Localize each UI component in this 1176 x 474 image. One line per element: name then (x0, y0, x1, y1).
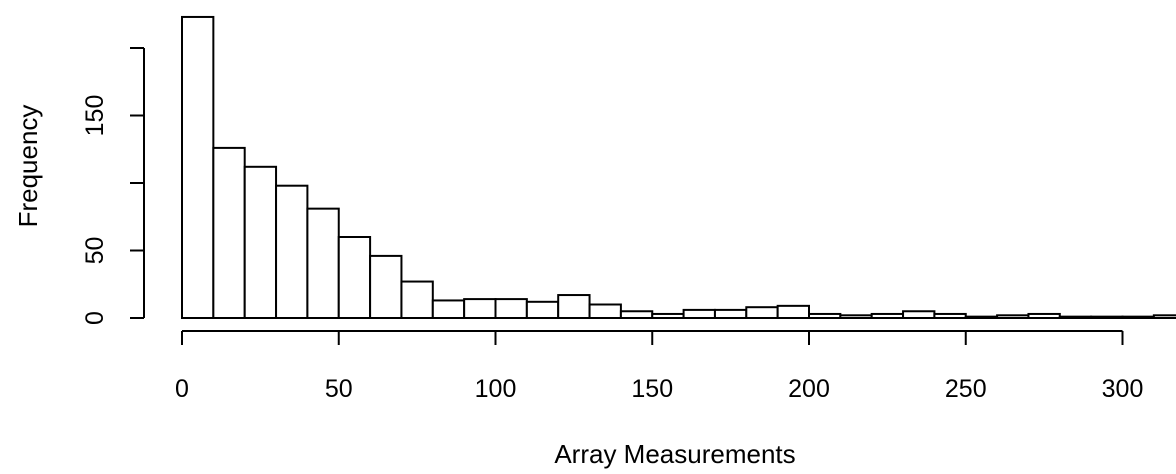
histogram-bar (1058, 315, 1093, 319)
histogram-bar (275, 184, 309, 319)
histogram-bar (1121, 315, 1155, 319)
x-tick-label: 150 (631, 375, 673, 403)
y-tick-label: 0 (81, 311, 109, 325)
histogram-bar (651, 312, 685, 320)
x-axis: 0 50 100 150 200 250 300 (175, 330, 1144, 403)
histogram-bar (870, 312, 905, 320)
histogram-bar (431, 299, 466, 320)
histogram-bar (557, 294, 591, 319)
histogram-bar (306, 207, 340, 319)
histogram-bar (337, 236, 372, 319)
histogram-bar (243, 165, 278, 319)
histogram-bar (808, 312, 842, 320)
histogram-bar (713, 308, 748, 319)
histogram-bar (369, 254, 403, 319)
histogram-bar (1152, 314, 1176, 319)
histogram-bar (463, 298, 497, 320)
histogram-bar (776, 304, 811, 320)
x-tick-label: 200 (788, 375, 830, 403)
x-tick-label: 0 (175, 375, 189, 403)
histogram-bars (181, 15, 1176, 320)
y-tick-label: 50 (81, 237, 109, 265)
histogram-bar (619, 310, 654, 319)
histogram-bar (745, 306, 779, 320)
histogram-bar (588, 303, 622, 319)
histogram-bar (400, 280, 434, 319)
histogram-bar (494, 298, 528, 320)
x-tick-label: 50 (325, 375, 353, 403)
histogram-bar (996, 314, 1030, 319)
histogram-bar (181, 15, 215, 319)
x-tick-label: 250 (945, 375, 987, 403)
histogram-bar (933, 312, 967, 320)
histogram-bar (525, 300, 560, 319)
y-tick-label: 150 (81, 95, 109, 137)
y-axis: 0 50 150 (81, 47, 145, 325)
histogram-bar (682, 308, 716, 319)
histogram-bar (212, 146, 246, 319)
histogram-bar (902, 310, 936, 319)
y-axis-title: Frequency (13, 105, 43, 228)
histogram-bar (1027, 312, 1061, 320)
histogram-bar (1090, 315, 1124, 319)
x-tick-label: 100 (475, 375, 517, 403)
histogram-bar (839, 314, 873, 319)
x-tick-label: 300 (1102, 375, 1144, 403)
x-axis-title: Array Measurements (554, 439, 795, 469)
histogram-bar (964, 315, 999, 319)
